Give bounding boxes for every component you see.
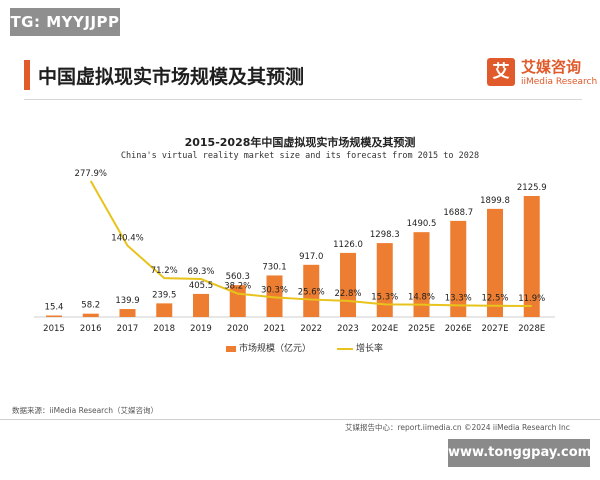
rate-label-2020: 38.2% — [224, 282, 251, 292]
bar-2023 — [340, 252, 356, 317]
data-source: 数据来源：iiMedia Research（艾媒咨询） — [12, 406, 158, 415]
bar-value-label-2023: 1126.0 — [333, 240, 363, 250]
title-accent-bar — [24, 60, 30, 90]
bar-2026E — [450, 220, 467, 317]
bar-value-label-2024E: 1298.3 — [370, 230, 400, 240]
rate-label-2026E: 13.3% — [445, 293, 472, 303]
x-tick-2021: 2021 — [264, 324, 286, 334]
legend-line-label: 增长率 — [356, 344, 384, 354]
bar-value-label-2015: 15.4 — [45, 303, 64, 313]
chart-subtitle: China's virtual reality market size and … — [120, 151, 480, 161]
bar-value-label-2017: 139.9 — [115, 296, 139, 306]
rate-label-2017: 140.4% — [111, 234, 143, 244]
x-tick-2023: 2023 — [337, 324, 359, 334]
bar-2024E — [376, 243, 393, 317]
rate-label-2021: 30.3% — [261, 285, 288, 295]
x-tick-2015: 2015 — [43, 324, 65, 334]
x-tick-2027E: 2027E — [481, 324, 508, 334]
x-tick-2016: 2016 — [80, 324, 102, 334]
x-tick-2026E: 2026E — [445, 324, 472, 334]
rate-label-2018: 71.2% — [151, 266, 178, 276]
x-tick-2020: 2020 — [227, 324, 249, 334]
rate-label-2022: 25.6% — [298, 288, 325, 298]
bar-value-label-2026E: 1688.7 — [443, 208, 473, 218]
logo-name-en: iiMedia Research — [521, 77, 598, 87]
bar-2019 — [193, 293, 209, 317]
rate-label-2028E: 11.9% — [518, 294, 545, 304]
x-tick-2017: 2017 — [117, 324, 139, 334]
rate-label-2016: 277.9% — [75, 169, 107, 179]
bar-2022 — [303, 264, 320, 317]
bar-value-label-2028E: 2125.9 — [517, 183, 547, 193]
bar-2017 — [119, 309, 136, 317]
legend-line-swatch — [337, 347, 354, 350]
bar-2027E — [487, 208, 503, 317]
bar-2021 — [266, 275, 283, 317]
chart-title: 2015-2028年中国虚拟现实市场规模及其预测 — [184, 136, 416, 149]
growth-rate-line — [89, 180, 532, 307]
x-tick-2018: 2018 — [153, 324, 175, 334]
iimedia-logo-icon: 艾 — [487, 58, 515, 86]
x-tick-2022: 2022 — [300, 324, 322, 334]
tg-badge: TG: MYYJJPP — [10, 8, 120, 36]
bar-2016 — [82, 313, 99, 317]
footer-text: 艾媒报告中心：report.iimedia.cn ©2024 iiMedia R… — [345, 423, 570, 432]
rate-label-2025E: 14.8% — [408, 293, 435, 303]
rate-label-2024E: 15.3% — [371, 292, 398, 302]
rate-label-2023: 22.8% — [334, 289, 361, 299]
rate-label-2019: 69.3% — [187, 267, 214, 277]
bar-2018 — [156, 303, 173, 317]
bar-value-label-2021: 730.1 — [262, 262, 286, 272]
bar-2025E — [413, 232, 430, 317]
bar-value-label-2022: 917.0 — [299, 252, 323, 262]
watermark: www.tonggpay.com — [448, 439, 591, 467]
bar-2028E — [523, 196, 540, 317]
footer-divider — [0, 419, 600, 420]
logo-name-cn: 艾媒咨询 — [521, 58, 582, 76]
x-tick-2028E: 2028E — [518, 324, 545, 334]
legend-bar-swatch — [226, 345, 236, 352]
header-divider — [24, 99, 582, 100]
chart-legend: 市场规模（亿元） 增长率 — [226, 341, 383, 354]
x-tick-2024E: 2024E — [371, 324, 398, 334]
x-tick-2025E: 2025E — [408, 324, 435, 334]
bar-value-label-2016: 58.2 — [81, 301, 100, 311]
rate-label-2027E: 12.5% — [481, 294, 508, 304]
bar-value-label-2020: 560.3 — [226, 272, 250, 282]
bar-2015 — [46, 315, 62, 317]
bar-value-label-2025E: 1490.5 — [407, 219, 437, 229]
bar-value-label-2019: 405.5 — [189, 281, 213, 291]
x-tick-2019: 2019 — [190, 324, 212, 334]
legend-bar-label: 市场规模（亿元） — [239, 344, 312, 354]
page-title: 中国虚拟现实市场规模及其预测 — [38, 66, 305, 88]
bar-value-label-2018: 239.5 — [152, 290, 176, 300]
bar-value-label-2027E: 1899.8 — [480, 196, 510, 206]
